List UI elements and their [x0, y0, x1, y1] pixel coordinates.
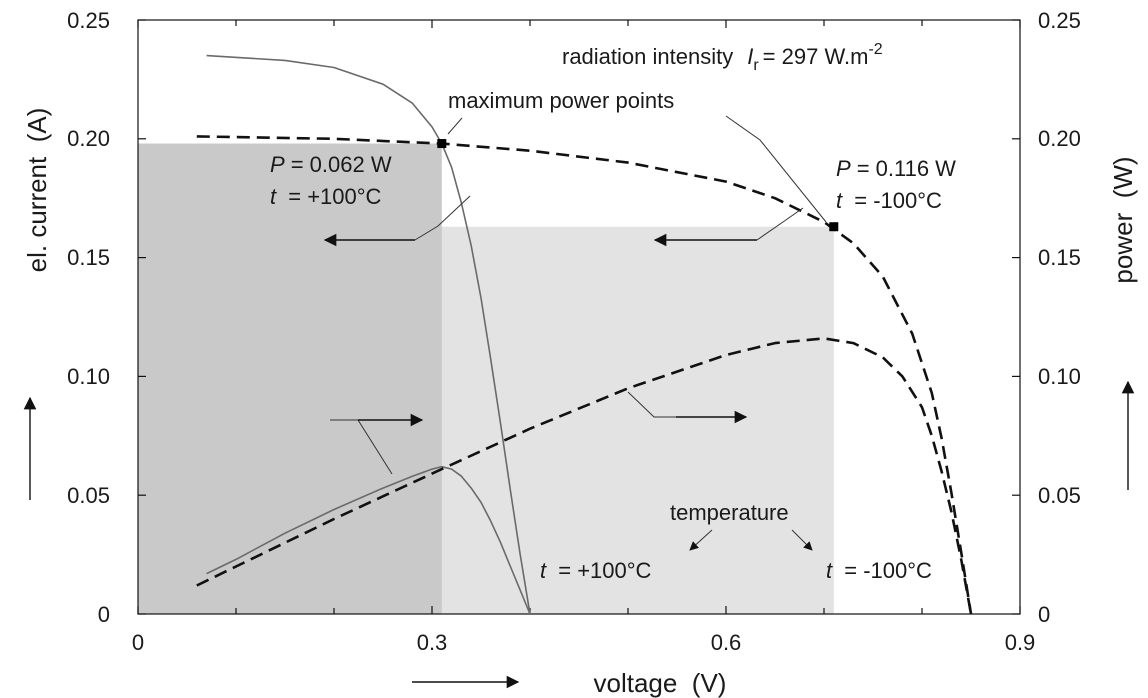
temp-bottom-hot-symbol: t [540, 558, 547, 583]
current-curve-hot [206, 54, 531, 615]
x-tick-label: 0.9 [1005, 630, 1036, 655]
power-curve-cold [196, 337, 973, 615]
temp-bottom-cold-symbol: t [826, 558, 833, 583]
series-group [196, 54, 973, 615]
power-cold-label: P = 0.116 W [836, 156, 956, 181]
x-tick-label: 0 [132, 630, 144, 655]
hot-current-leader [414, 195, 471, 241]
y-right-tick-label: 0.25 [1038, 8, 1081, 33]
temp-bottom-hot-label: t = +100°C [540, 558, 652, 583]
y-left-tick-label: 0.10 [67, 364, 110, 389]
mpp-leader-left [447, 117, 463, 135]
radiation-prefix: radiation intensity [562, 44, 733, 69]
power-curve-hot [206, 465, 531, 615]
radiation-intensity-label: radiation intensity Ir = 297 W.m-2 [562, 41, 883, 74]
mpp-marker-cold [829, 222, 839, 232]
temperature-label: temperature [670, 500, 789, 525]
x-axis-title: voltage (V) [594, 668, 727, 698]
plot-frame [137, 19, 1021, 615]
y-left-tick-label: 0 [98, 602, 110, 627]
mpp-leader-right [725, 115, 827, 223]
temp-bottom-cold-label: t = -100°C [826, 558, 932, 583]
temp-cold-label: t = -100°C [836, 188, 942, 213]
y-left-axis-title: el. current (A) [22, 108, 52, 273]
radiation-exponent: -2 [868, 41, 882, 58]
y-left-tick-label: 0.20 [67, 126, 110, 151]
y-right-tick-label: 0.20 [1038, 126, 1081, 151]
current-curve-cold [196, 135, 973, 615]
radiation-symbol: I [747, 44, 753, 69]
radiation-value: = 297 W.m [763, 44, 869, 69]
temp-hot-symbol: t [270, 184, 277, 209]
x-tick-label: 0.3 [417, 630, 448, 655]
y-left-tick-label: 0.05 [67, 483, 110, 508]
mpp-label: maximum power points [448, 88, 674, 113]
power-area-hot [138, 143, 442, 614]
temp-bottom-cold-value: = -100°C [838, 558, 932, 583]
y-right-axis-title: power (W) [1108, 156, 1138, 283]
mpp-markers [437, 139, 839, 232]
y-right-tick-label: 0.10 [1038, 364, 1081, 389]
temp-leader-right [791, 529, 813, 551]
y-left-tick-label: 0.15 [67, 245, 110, 270]
temp-cold-value: = -100°C [848, 188, 942, 213]
y-right-tick-label: 0.05 [1038, 483, 1081, 508]
mpp-marker-hot [437, 139, 447, 149]
temp-bottom-hot-value: = +100°C [552, 558, 651, 583]
x-tick-label: 0.6 [711, 630, 742, 655]
cold-current-leader [756, 207, 804, 241]
radiation-subscript: r [753, 57, 759, 74]
y-left-tick-label: 0.25 [67, 8, 110, 33]
temp-cold-symbol: t [836, 188, 843, 213]
power-cold-symbol: P [836, 156, 851, 181]
power-cold-value: = 0.116 W [857, 156, 956, 181]
temp-hot-label: t = +100°C [270, 184, 382, 209]
power-hot-value: = 0.062 W [291, 152, 392, 177]
temp-leader-left [689, 529, 713, 551]
y-right-tick-label: 0 [1038, 602, 1050, 627]
cold-power-leader [627, 391, 676, 418]
power-hot-symbol: P [270, 152, 285, 177]
power-hot-label: P = 0.062 W [270, 152, 392, 177]
y-right-tick-label: 0.15 [1038, 245, 1081, 270]
temp-hot-value: = +100°C [282, 184, 381, 209]
